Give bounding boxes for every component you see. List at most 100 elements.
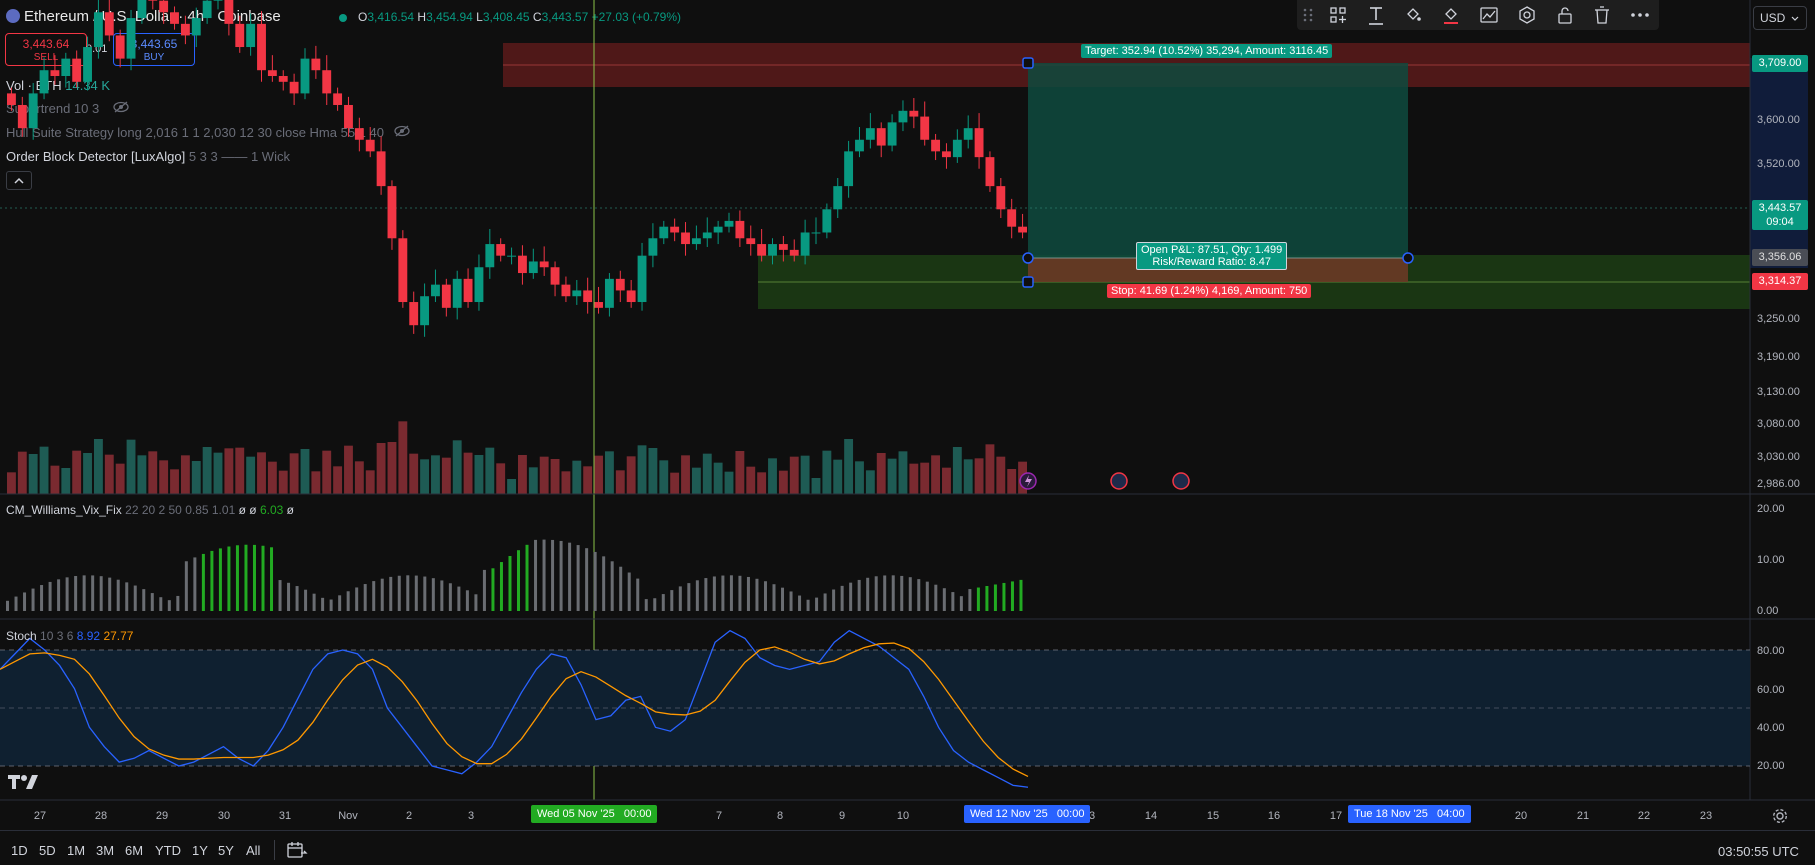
pnl-label[interactable]: Open P&L: 87.51, Qty: 1.499 Risk/Reward …	[1136, 242, 1288, 270]
range-1m-button[interactable]: 1M	[67, 843, 86, 858]
lock-icon[interactable]	[1546, 0, 1584, 30]
volume-bar	[583, 466, 593, 494]
vix-bar	[57, 579, 61, 611]
symbol-title[interactable]: Ethereum / U.S. Dollar · 4h · Coinbase	[24, 8, 281, 25]
price-axis-label: 3,600.00	[1757, 114, 1800, 126]
volume-bar	[735, 451, 745, 494]
range-3m-button[interactable]: 3M	[96, 843, 115, 858]
candle-body	[876, 128, 886, 146]
add-element-icon[interactable]	[1319, 0, 1357, 30]
text-icon[interactable]	[1357, 0, 1395, 30]
vix-bar	[610, 561, 614, 611]
vix-axis-label: 0.00	[1757, 605, 1779, 617]
stop-label[interactable]: Stop: 41.69 (1.24%) 4,169, Amount: 750	[1107, 284, 1312, 298]
volume-bar	[713, 462, 723, 494]
volume-bar	[594, 455, 603, 494]
vix-bar	[551, 539, 555, 611]
candle-body	[333, 93, 343, 105]
candle-body	[1007, 209, 1017, 227]
buy-button[interactable]: 3,443.65 BUY	[113, 33, 195, 66]
volume-bar	[376, 443, 386, 494]
trash-icon[interactable]	[1583, 0, 1621, 30]
hexagon-icon[interactable]	[1508, 0, 1546, 30]
volume-bar	[83, 453, 92, 494]
candle-body	[365, 139, 375, 152]
vix-axis-label: 20.00	[1757, 503, 1785, 515]
legend-volume[interactable]: Vol · ETH 14.34 K	[6, 78, 111, 93]
range-5y-button[interactable]: 5Y	[218, 843, 234, 858]
time-axis-label: 27	[33, 810, 47, 822]
volume-bar	[398, 421, 408, 494]
volume-bar	[887, 458, 897, 494]
range-1d-button[interactable]: 1D	[11, 843, 28, 858]
volume-bar	[311, 471, 321, 494]
volume-bar	[1018, 461, 1027, 494]
candle-body	[420, 296, 430, 326]
volume-bar	[191, 461, 201, 494]
more-icon[interactable]	[1621, 0, 1659, 30]
cursor-time-label: Wed 05 Nov '25 00:00	[531, 805, 658, 823]
tradingview-logo-icon[interactable]	[8, 773, 40, 791]
vix-bar	[406, 575, 410, 611]
volume-bar	[148, 451, 158, 494]
volume-bar	[822, 450, 832, 494]
utc-clock[interactable]: 03:50:55 UTC	[1718, 844, 1799, 859]
hidden-eye-icon[interactable]	[113, 101, 129, 116]
line-color-icon[interactable]	[1432, 0, 1470, 30]
range-5d-button[interactable]: 5D	[39, 843, 56, 858]
sell-button[interactable]: 3,443.64 SELL	[5, 33, 87, 66]
volume-bar	[278, 470, 288, 494]
volume-bar	[855, 461, 864, 494]
candle-body	[496, 244, 506, 256]
vix-bar	[729, 575, 733, 611]
vix-bar	[270, 547, 274, 611]
vix-bar	[772, 584, 776, 611]
vix-bar	[31, 588, 35, 611]
chart-settings-icon[interactable]	[1470, 0, 1508, 30]
collapse-legend-button[interactable]	[6, 171, 32, 190]
calendar-goto-icon[interactable]	[286, 840, 308, 860]
volume-bar	[441, 457, 451, 494]
legend-hull-suite[interactable]: Hull Suite Strategy long 2,016 1 1 2,030…	[6, 125, 410, 140]
vix-bar	[738, 575, 742, 611]
price-axis-label: 3,520.00	[1757, 158, 1800, 170]
candle-body	[539, 261, 549, 268]
volume-bar	[409, 453, 419, 494]
quantity-value[interactable]: 0.01	[86, 43, 108, 55]
grip-icon[interactable]	[1297, 0, 1319, 30]
candle-body	[920, 116, 930, 140]
candle-body	[311, 58, 321, 71]
volume-bar	[202, 447, 212, 494]
volume-bar	[800, 455, 810, 494]
range-1y-button[interactable]: 1Y	[192, 843, 208, 858]
volume-bar	[61, 468, 71, 494]
legend-vix-fix[interactable]: CM_Williams_Vix_Fix 22 20 2 50 0.85 1.01…	[6, 503, 295, 517]
legend-order-block[interactable]: Order Block Detector [LuxAlgo] 5 3 3 —— …	[6, 149, 290, 164]
candle-body	[746, 238, 756, 245]
range-ytd-button[interactable]: YTD	[155, 843, 181, 858]
volume-bar	[300, 449, 310, 494]
volume-bar	[670, 472, 680, 494]
currency-select[interactable]: USD	[1753, 6, 1807, 30]
volume-bar	[7, 472, 16, 494]
candle-body	[865, 128, 875, 140]
vix-bar	[942, 588, 946, 611]
legend-stoch[interactable]: Stoch 10 3 6 8.92 27.77	[6, 629, 134, 643]
settings-gear-icon[interactable]	[1772, 808, 1788, 824]
candle-body	[267, 70, 277, 77]
price-axis-label: 3,250.00	[1757, 313, 1800, 325]
volume-bar	[126, 439, 136, 494]
fill-icon[interactable]	[1394, 0, 1432, 30]
vix-bar	[866, 577, 870, 611]
range-all-button[interactable]: All	[246, 843, 261, 858]
legend-supertrend[interactable]: Supertrend 10 3	[6, 101, 129, 116]
candle-body	[409, 302, 419, 326]
target-label[interactable]: Target: 352.94 (10.52%) 35,294, Amount: …	[1081, 44, 1333, 58]
vix-bar	[968, 589, 972, 611]
volume-bar	[659, 460, 669, 494]
range-6m-button[interactable]: 6M	[125, 843, 144, 858]
buy-label: BUY	[143, 52, 165, 63]
candle-body	[659, 226, 669, 239]
hidden-eye-icon[interactable]	[393, 125, 410, 140]
volume-bar	[768, 458, 777, 494]
